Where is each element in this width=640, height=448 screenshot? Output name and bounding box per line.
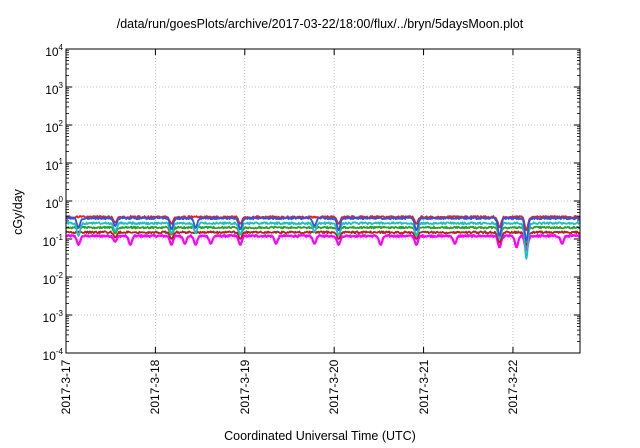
x-axis-label: Coordinated Universal Time (UTC) xyxy=(224,429,416,443)
y-tick-label: 100 xyxy=(45,195,63,211)
x-tick-label: 2017-3-17 xyxy=(59,359,73,415)
y-tick-label-base: 10 xyxy=(45,83,59,97)
x-tick-label: 2017-3-18 xyxy=(148,359,163,415)
y-tick-label-base: 10 xyxy=(45,121,59,135)
chart-title: /data/run/goesPlots/archive/2017-03-22/1… xyxy=(116,17,524,31)
plot-frame xyxy=(65,48,581,354)
y-tick-label: 10-3 xyxy=(42,309,63,325)
x-tick-label: 2017-3-20 xyxy=(327,359,342,415)
y-tick-label-exponent: -2 xyxy=(55,271,63,280)
y-tick-label-base: 10 xyxy=(45,45,59,59)
y-tick-label-base: 10 xyxy=(45,159,59,173)
y-tick-label-base: 10 xyxy=(45,197,59,211)
y-tick-label: 10-1 xyxy=(42,233,63,249)
y-tick-label-base: 10 xyxy=(42,273,56,287)
y-tick-label-exponent: 1 xyxy=(58,157,63,166)
axis-ticks xyxy=(65,48,580,354)
series-line xyxy=(65,216,581,242)
y-tick-label-exponent: -1 xyxy=(55,233,63,242)
y-tick-label-exponent: 0 xyxy=(58,195,63,204)
y-tick-label-exponent: 2 xyxy=(58,119,63,128)
series-lines xyxy=(65,215,581,260)
series-line xyxy=(65,221,581,260)
series-line xyxy=(65,233,581,252)
grid-lines xyxy=(66,49,580,353)
y-tick-label-exponent: 3 xyxy=(58,81,63,90)
x-tick-label: 2017-3-22 xyxy=(505,359,520,415)
y-tick-label: 101 xyxy=(45,157,63,173)
series-line xyxy=(65,230,581,246)
y-tick-label: 103 xyxy=(45,81,63,97)
y-tick-label-exponent: -4 xyxy=(55,347,63,356)
y-tick-label-exponent: -3 xyxy=(55,309,63,318)
y-tick-label-base: 10 xyxy=(42,349,56,363)
y-tick-label-base: 10 xyxy=(42,311,56,325)
y-tick-label: 10-2 xyxy=(42,271,63,287)
y-tick-label-exponent: 4 xyxy=(58,43,63,52)
y-tick-label-base: 10 xyxy=(42,235,56,249)
y-tick-label: 104 xyxy=(45,43,63,59)
x-tick-label: 2017-3-19 xyxy=(237,359,252,415)
y-tick-label: 10-4 xyxy=(42,347,63,363)
y-axis-label: cGy/day xyxy=(11,189,25,235)
series-line xyxy=(65,225,581,242)
y-tick-label: 102 xyxy=(45,119,63,135)
x-tick-label: 2017-3-21 xyxy=(416,359,431,415)
